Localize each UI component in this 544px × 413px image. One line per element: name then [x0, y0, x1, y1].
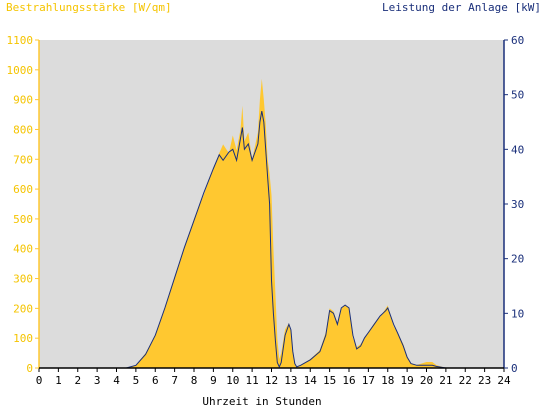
x-tick-label: 6 — [152, 374, 159, 387]
x-tick-label: 5 — [133, 374, 140, 387]
left-tick-label: 500 — [13, 213, 33, 226]
irradiance-area — [39, 78, 504, 369]
x-axis-title: Uhrzeit in Stunden — [202, 395, 321, 408]
left-tick-label: 400 — [13, 243, 33, 256]
power-line — [39, 111, 504, 369]
right-tick-label: 0 — [511, 362, 518, 375]
x-tick-label: 12 — [265, 374, 278, 387]
x-tick-label: 18 — [381, 374, 394, 387]
x-tick-label: 9 — [210, 374, 217, 387]
x-tick-label: 10 — [226, 374, 239, 387]
right-tick-label: 50 — [511, 89, 524, 102]
x-tick-label: 17 — [362, 374, 375, 387]
x-tick-label: 4 — [113, 374, 120, 387]
right-axis-title: Leistung der Anlage [kW] — [382, 1, 541, 14]
x-tick-label: 22 — [459, 374, 472, 387]
x-tick-label: 3 — [94, 374, 101, 387]
x-tick-label: 8 — [191, 374, 198, 387]
right-tick-label: 10 — [511, 307, 524, 320]
left-tick-label: 900 — [13, 94, 33, 107]
x-tick-label: 1 — [55, 374, 62, 387]
axes-group — [35, 39, 508, 372]
x-tick-label: 20 — [420, 374, 433, 387]
left-tick-label: 0 — [26, 362, 33, 375]
x-tick-label: 11 — [246, 374, 259, 387]
x-tick-label: 2 — [74, 374, 81, 387]
left-tick-label: 800 — [13, 123, 33, 136]
left-tick-label: 1000 — [7, 64, 34, 77]
x-tick-label: 0 — [36, 374, 43, 387]
x-tick-label: 16 — [342, 374, 355, 387]
x-tick-label: 21 — [439, 374, 452, 387]
left-tick-label: 300 — [13, 273, 33, 286]
x-tick-label: 13 — [284, 374, 297, 387]
left-tick-label: 100 — [13, 332, 33, 345]
x-tick-label: 19 — [401, 374, 414, 387]
x-tick-label: 14 — [304, 374, 318, 387]
x-tick-label: 23 — [478, 374, 491, 387]
left-axis-title: Bestrahlungsstärke [W/qm] — [6, 1, 172, 14]
right-tick-label: 20 — [511, 253, 524, 266]
tick-labels-group: 0 1 2 3 4 5 6 7 8 9 10 11 12 13 14 15 16 17 18 19 20 21 22 23 24… — [7, 34, 525, 387]
series-group — [39, 78, 504, 369]
right-tick-label: 30 — [511, 198, 524, 211]
left-tick-label: 600 — [13, 183, 33, 196]
x-tick-label: 15 — [323, 374, 336, 387]
right-tick-label: 40 — [511, 143, 524, 156]
right-tick-label: 60 — [511, 34, 524, 47]
x-tick-label: 7 — [171, 374, 178, 387]
x-tick-label: 24 — [497, 374, 511, 387]
left-tick-label: 1100 — [7, 34, 34, 47]
left-tick-label: 200 — [13, 302, 33, 315]
left-tick-label: 700 — [13, 153, 33, 166]
